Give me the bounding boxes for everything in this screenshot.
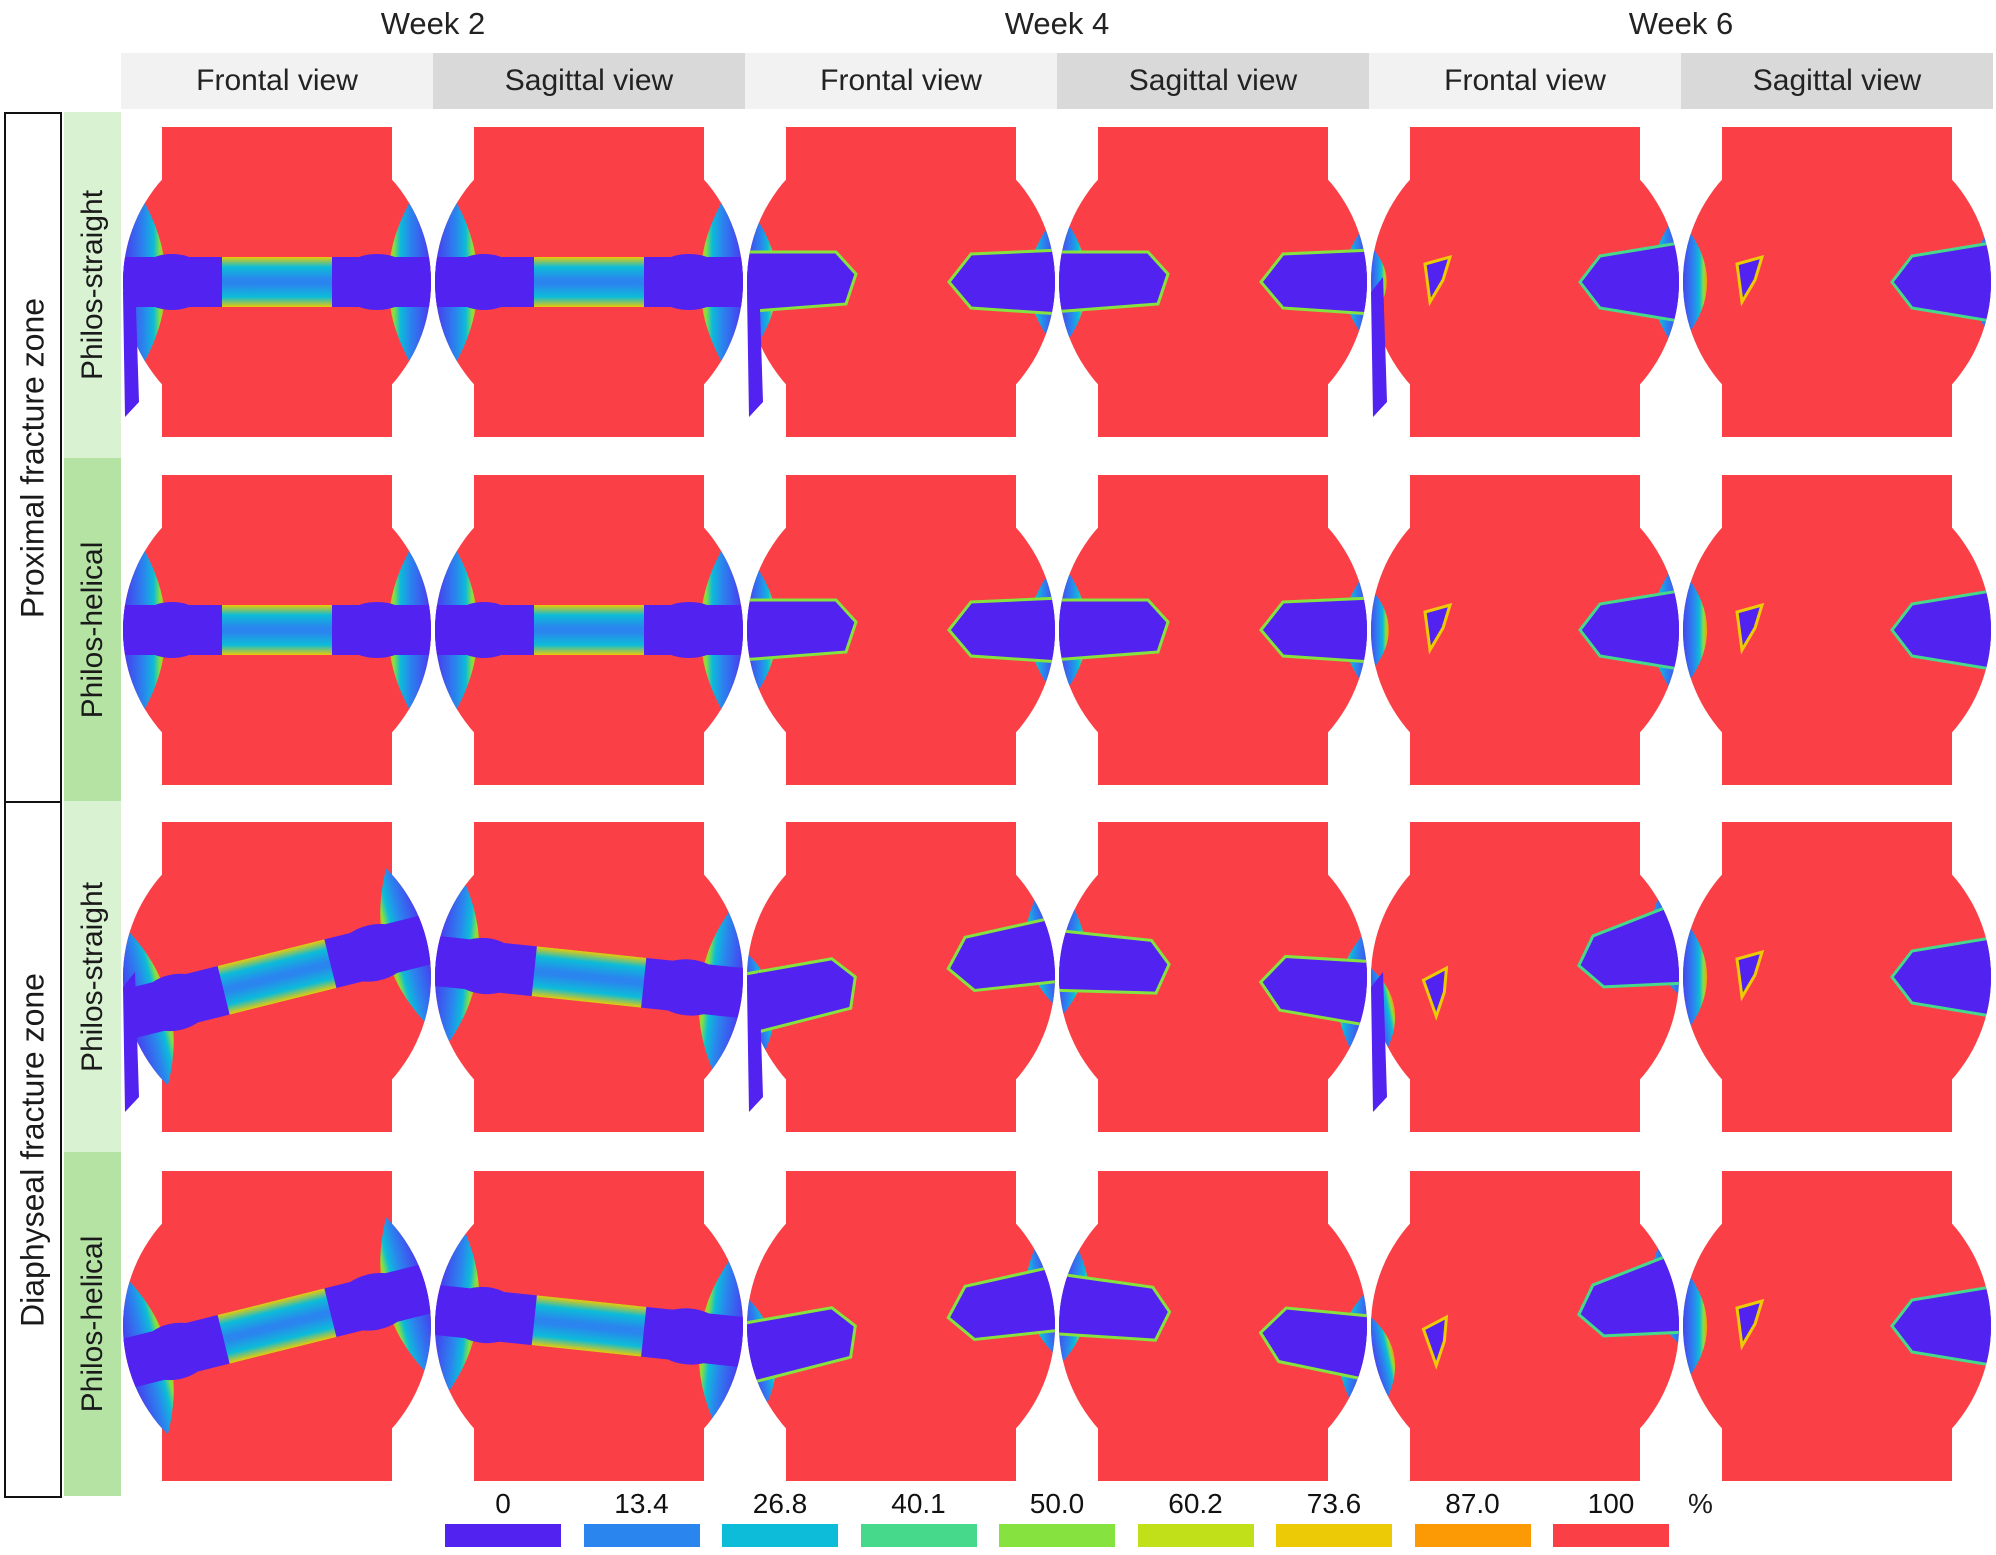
contour-panel [1369,460,1681,800]
legend-swatch [999,1524,1115,1547]
contour-panel [745,460,1057,800]
legend-tick-label: 26.8 [752,1488,808,1519]
view-header-frontal-view: Frontal view [1369,53,1681,109]
legend-tick-label: 60.2 [1168,1488,1223,1519]
legend-swatch [860,1524,977,1547]
contour-panel [745,112,1057,452]
view-header-frontal-view: Frontal view [745,53,1057,109]
contour-panel [121,112,433,452]
implant-row-strip: Philos-helical [64,458,121,801]
view-header-frontal-view: Frontal view [121,53,433,109]
implant-row-label: Philos-helical [75,541,109,718]
legend-swatch [1553,1524,1669,1547]
fracture-zone-box: Proximal fracture zone [4,112,62,803]
contour-panel [419,1156,759,1496]
legend-tick-label: 100 [1587,1488,1635,1519]
contour-panel [433,112,745,452]
contour-panel [433,460,745,800]
contour-panel [92,1156,462,1496]
contour-panel [121,460,433,800]
contour-panel [92,807,462,1147]
fracture-zone-box: Diaphyseal fracture zone [4,801,62,1498]
legend-tick-label: 40.1 [891,1488,946,1519]
view-header-sagittal-view: Sagittal view [1681,53,1993,109]
legend-swatch [1276,1524,1392,1547]
legend-tick-label: 13.4 [614,1488,669,1519]
fracture-zone-label: Diaphyseal fracture zone [14,972,51,1327]
view-header-sagittal-view: Sagittal view [1057,53,1369,109]
contour-panel [730,1156,1072,1496]
contour-panel [1046,807,1381,1147]
contour-panel [1681,807,1993,1147]
legend-tick-label: 87.0 [1445,1488,1500,1519]
fracture-zone-label: Proximal fracture zone [14,297,51,618]
legend-tick-label: 50.0 [1029,1488,1085,1519]
implant-row-label: Philos-straight [75,189,109,381]
implant-row-strip: Philos-helical [64,1152,121,1496]
implant-row-strip: Philos-straight [64,801,121,1152]
contour-panel [1681,460,1993,800]
legend-tick-label: 0 [495,1488,511,1519]
legend-swatch [1137,1524,1254,1547]
legend-swatch [583,1524,700,1547]
contour-panel [1357,807,1696,1147]
implant-row-strip: Philos-straight [64,112,121,458]
implant-row-label: Philos-helical [75,1235,109,1413]
contour-panel [1057,112,1369,452]
contour-panel [1357,1156,1696,1496]
contour-panel [1043,1156,1382,1496]
contour-panel [1057,460,1369,800]
week-label: Week 4 [1004,6,1110,41]
contour-panel [731,807,1072,1147]
contour-panel [1681,1156,1993,1496]
week-label: Week 2 [380,6,486,41]
legend-swatch [445,1524,561,1547]
legend-swatch [1414,1524,1531,1547]
legend-tick-label: 73.6 [1306,1488,1362,1519]
legend-swatch [722,1524,838,1547]
implant-row-label: Philos-straight [75,881,109,1072]
view-header-bar: Frontal view Sagittal view Frontal view Sag… [121,53,1993,109]
view-header-sagittal-view: Sagittal view [433,53,745,109]
contour-panel [1369,112,1681,452]
contour-panel [419,807,759,1147]
week-label: Week 6 [1628,6,1734,41]
contour-panel [1681,112,1993,452]
legend-unit: % [1688,1488,1713,1519]
